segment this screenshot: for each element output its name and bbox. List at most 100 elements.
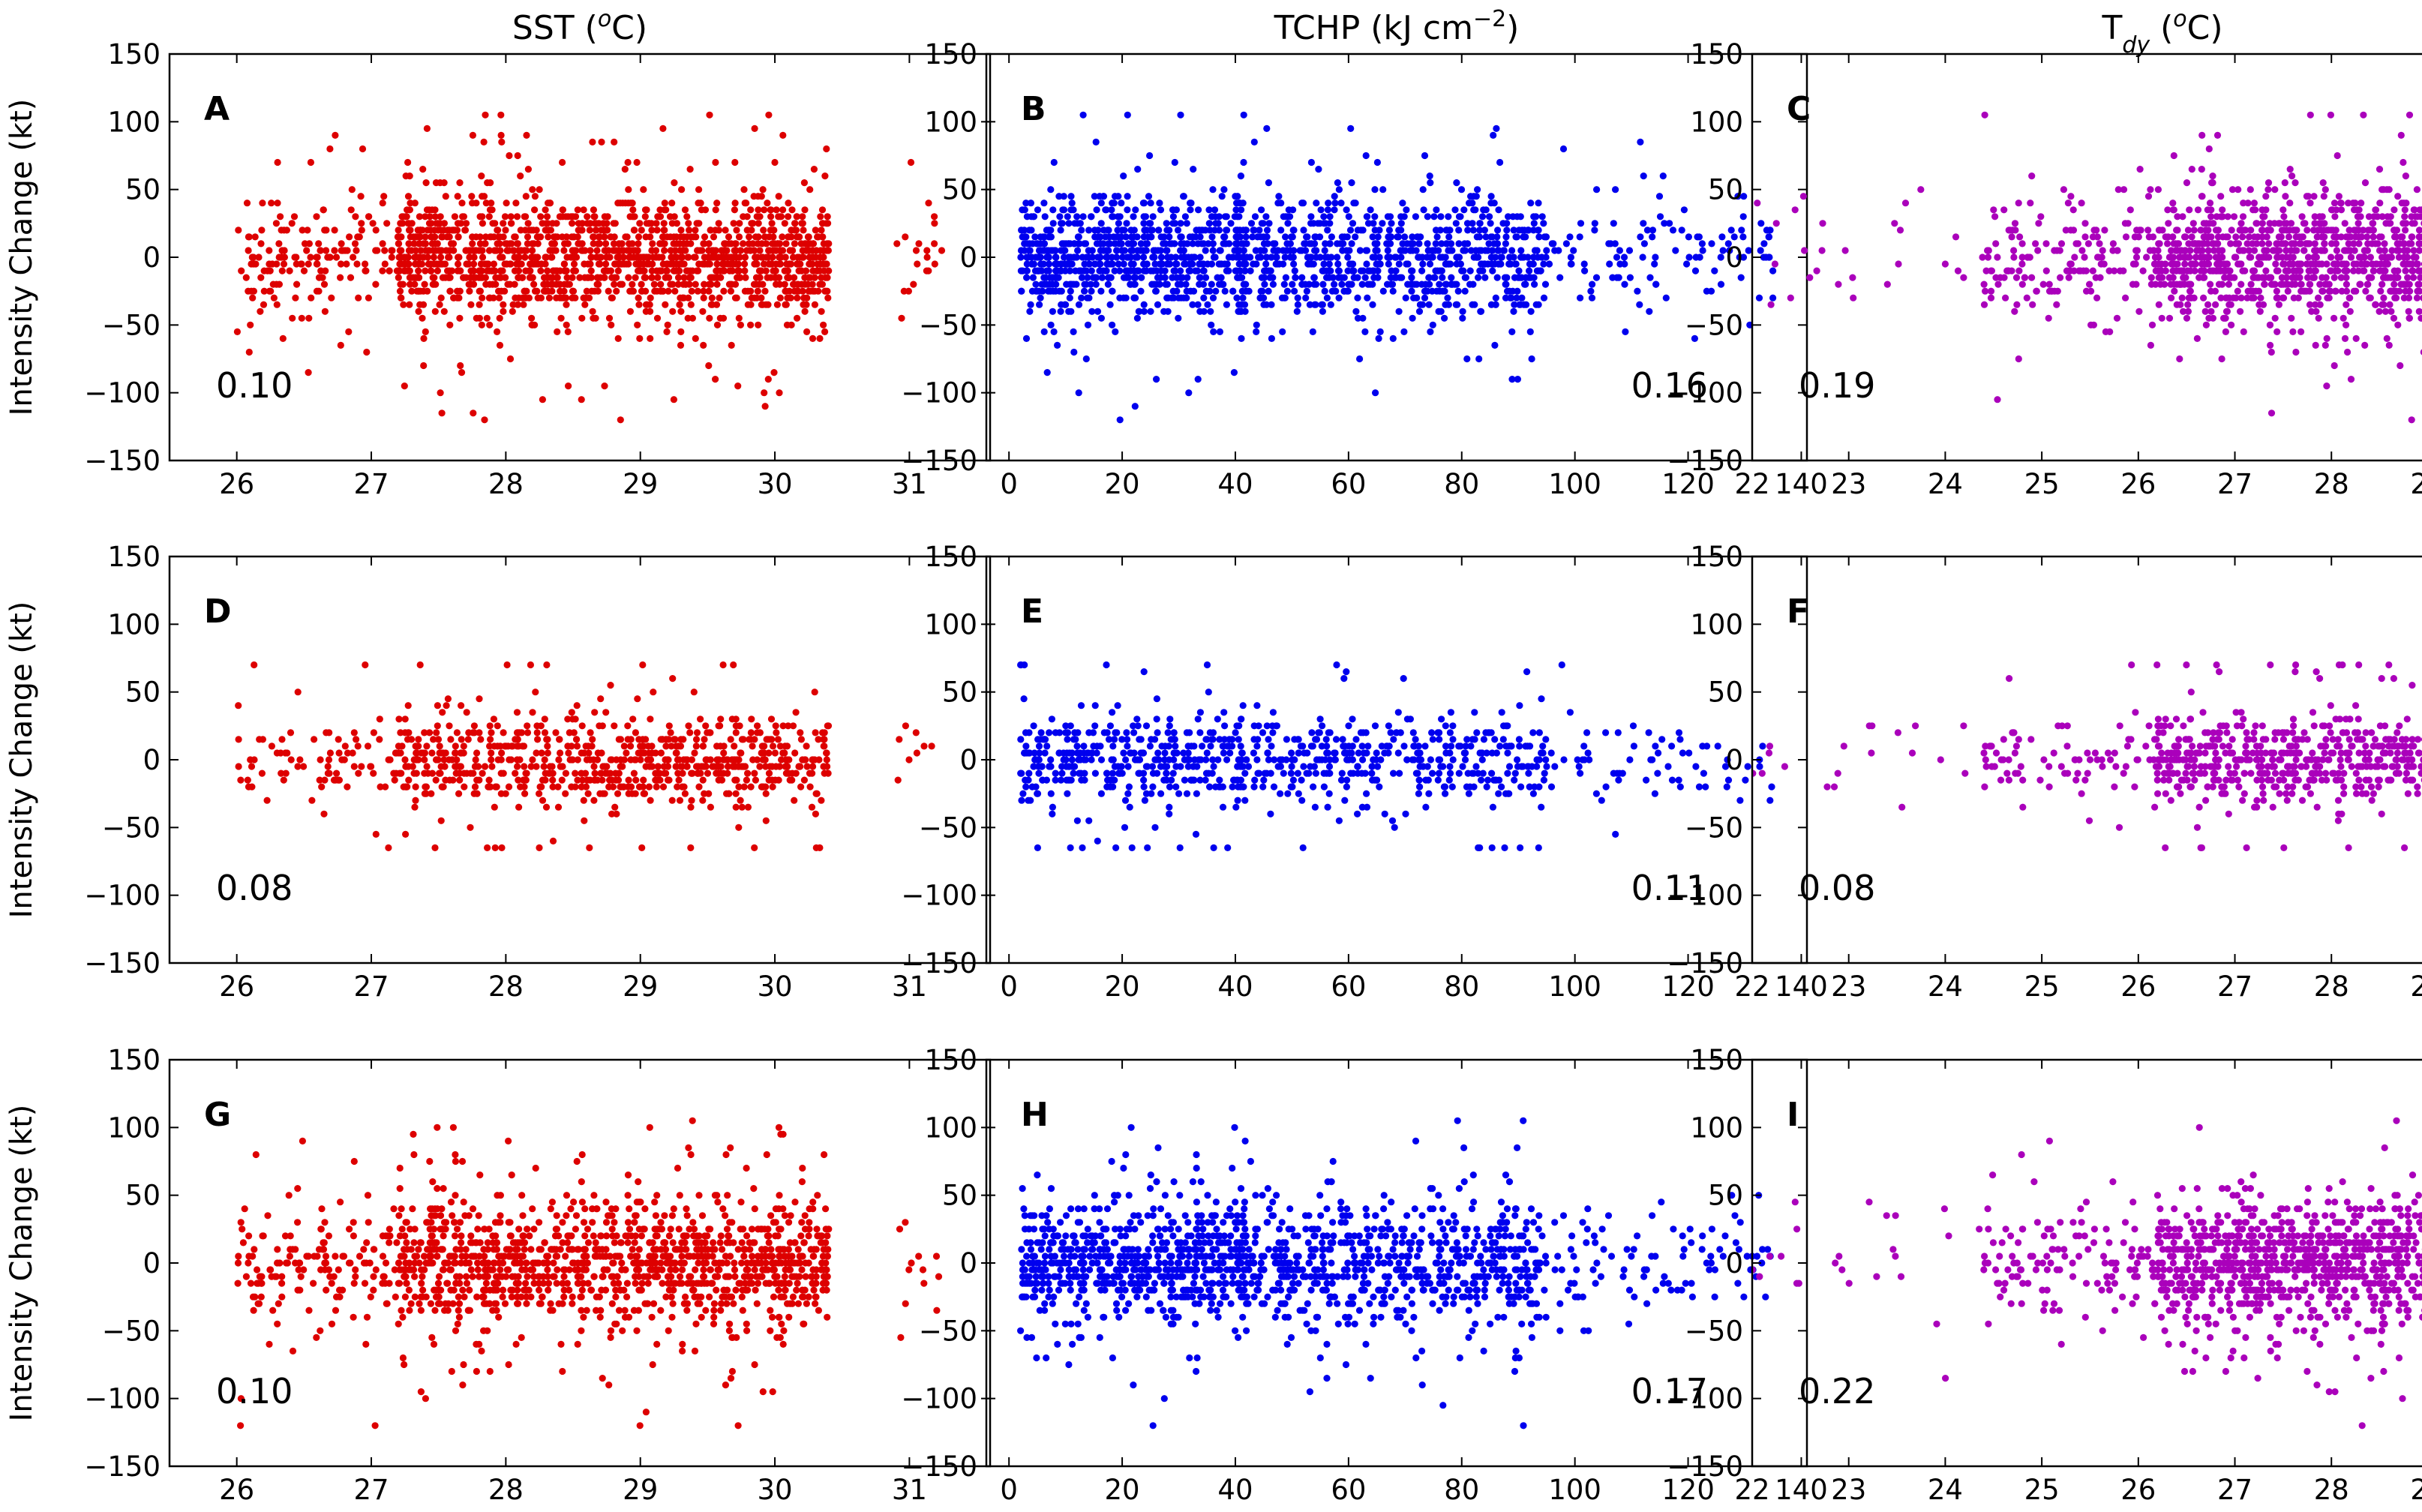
data-point [705, 287, 713, 295]
data-point [761, 403, 769, 410]
data-point [2083, 287, 2090, 295]
data-point [1290, 226, 1298, 234]
data-point [1429, 321, 1436, 328]
data-point [820, 254, 827, 261]
data-point [2018, 280, 2026, 288]
data-point [800, 226, 807, 234]
data-point [355, 294, 362, 302]
data-point [1306, 240, 1313, 248]
data-point [2186, 206, 2193, 214]
data-point [436, 301, 443, 308]
data-point [291, 254, 299, 261]
data-point [2272, 260, 2279, 268]
data-point [1298, 274, 1306, 281]
data-point [1202, 247, 1209, 254]
data-point [1364, 267, 1372, 274]
data-point [2239, 213, 2247, 220]
data-point [279, 334, 287, 342]
data-point [1121, 226, 1128, 234]
data-point [1917, 186, 1925, 194]
data-point [2288, 280, 2296, 288]
data-point [805, 233, 812, 241]
data-point [1233, 200, 1241, 207]
data-point [1621, 280, 1628, 288]
data-point [278, 254, 285, 261]
data-point [1321, 287, 1328, 295]
data-point [1787, 294, 1794, 302]
data-point [1354, 274, 1361, 281]
data-point [476, 301, 483, 308]
column-title-sup: o [2173, 6, 2186, 32]
data-point [546, 247, 554, 254]
data-point [686, 226, 693, 234]
data-point [506, 152, 513, 160]
data-point [1241, 267, 1249, 274]
correlation-label: 0.16 [1631, 365, 1708, 406]
data-point [528, 254, 536, 261]
data-point [1151, 254, 1158, 261]
data-point [2027, 200, 2034, 207]
data-point [2330, 314, 2338, 322]
data-point [2179, 213, 2186, 220]
data-point [1485, 240, 1493, 248]
data-point [1292, 274, 1299, 281]
data-point [1427, 179, 1434, 187]
data-point [1734, 193, 1742, 200]
data-point [1082, 280, 1090, 288]
panel-c: 150100500−50−100−150222324252627282930C0… [1667, 38, 2422, 500]
data-point [2362, 287, 2369, 295]
data-point [1535, 200, 1542, 207]
data-point [2291, 179, 2299, 187]
data-point [2282, 193, 2289, 200]
data-point [2376, 200, 2384, 207]
data-point [1018, 226, 1025, 234]
data-point [2303, 226, 2311, 234]
data-point [2323, 226, 2330, 234]
data-point [1092, 280, 1100, 288]
data-point [2296, 274, 2303, 281]
data-point [416, 213, 424, 220]
data-point [2357, 254, 2364, 261]
data-point [2404, 274, 2411, 281]
data-point [1280, 247, 1287, 254]
data-point [1350, 267, 1358, 274]
data-point [359, 145, 367, 153]
data-point [751, 294, 758, 302]
data-point [1707, 287, 1715, 295]
data-point [2310, 254, 2318, 261]
data-point [727, 287, 735, 295]
data-point [2390, 206, 2398, 214]
data-point [925, 200, 932, 207]
data-point [1044, 226, 1052, 234]
data-point [1982, 287, 1989, 295]
data-point [1337, 274, 1345, 281]
data-point [2029, 301, 2036, 308]
data-point [473, 233, 480, 241]
data-point [1078, 226, 1085, 234]
data-point [1249, 233, 1256, 241]
data-point [2273, 267, 2280, 274]
data-point [2384, 274, 2391, 281]
data-point [590, 314, 597, 322]
data-point [2320, 193, 2327, 200]
data-point [1210, 328, 1217, 335]
data-point [800, 294, 808, 302]
data-point [1509, 213, 1517, 220]
data-point [759, 254, 767, 261]
data-point [1493, 124, 1500, 132]
x-tick-label: 40 [1217, 468, 1253, 500]
data-point [2405, 111, 2414, 118]
data-point [1361, 328, 1369, 335]
data-point [2420, 349, 2422, 356]
data-point [898, 314, 905, 322]
data-point [708, 294, 716, 302]
data-point [1568, 260, 1575, 268]
data-point [1115, 260, 1122, 268]
data-point [683, 240, 691, 248]
data-point [2250, 267, 2258, 274]
data-point [1180, 247, 1187, 254]
data-point [1114, 226, 1121, 234]
data-point [2306, 111, 2314, 118]
data-point [233, 328, 241, 335]
data-point [286, 267, 293, 274]
